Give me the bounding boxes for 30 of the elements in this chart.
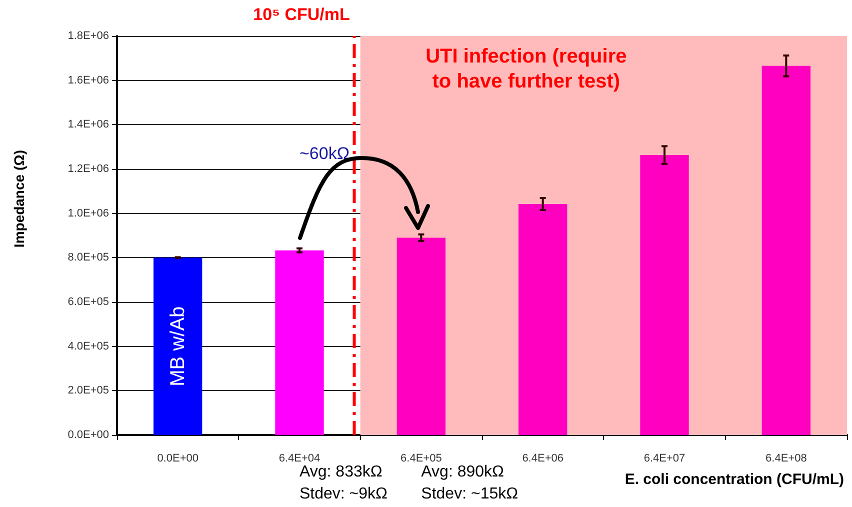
- x-tick-label: 6.4E+04: [278, 452, 320, 464]
- annotation: ~60kΩ: [300, 144, 350, 163]
- y-tick-label: 0.0E+00: [68, 429, 109, 441]
- y-tick-label: 1.4E+06: [68, 118, 109, 131]
- y-tick-label: 2.0E+05: [68, 384, 109, 397]
- text: Avg: 833kΩ Stdev: ~9kΩ: [300, 464, 388, 502]
- bar: [518, 204, 568, 435]
- y-tick-label: 1.6E+06: [68, 74, 109, 86]
- y-tick-label: 1.8E+06: [68, 30, 109, 42]
- x-tick-label: 6.4E+08: [766, 452, 807, 464]
- text: Avg: 890kΩ Stdev: ~15kΩ: [421, 464, 518, 502]
- y-tick-label: 1.0E+06: [68, 207, 109, 220]
- y-tick-label: 8.0E+05: [68, 252, 109, 264]
- annotation: MB w/Ab: [166, 306, 189, 386]
- y-tick-label: 4.0E+05: [68, 340, 109, 352]
- y-axis-title: Impedance (Ω): [11, 150, 27, 248]
- band-label: UTI infection (require to have further test): [426, 46, 627, 92]
- x-tick-label: 0.0E+00: [157, 452, 198, 464]
- bar: [154, 258, 202, 435]
- y-tick-label: 6.0E+05: [68, 296, 109, 308]
- bar: [396, 238, 446, 435]
- x-axis-title: E. coli concentration (CFU/mL): [624, 471, 844, 488]
- x-tick-label: 6.4E+06: [522, 452, 564, 464]
- y-tick-label: 1.2E+06: [68, 163, 109, 175]
- x-tick-label: 6.4E+05: [400, 452, 442, 464]
- bar: [275, 250, 324, 435]
- x-tick-label: 6.4E+07: [644, 452, 686, 464]
- ref-line-label: 10⁵ CFU/mL: [253, 5, 350, 24]
- bar: [762, 66, 810, 435]
- bar: [640, 155, 689, 435]
